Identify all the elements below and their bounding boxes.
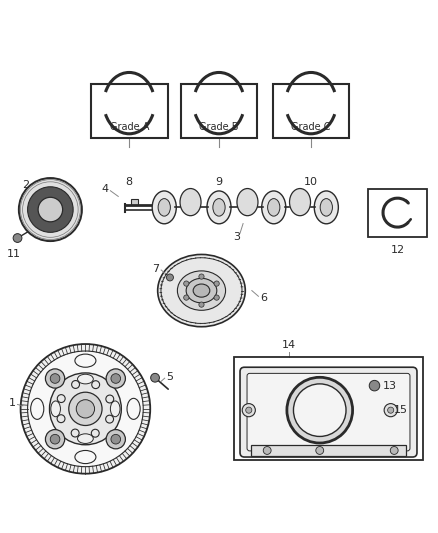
Bar	[368, 189, 427, 237]
Circle shape	[384, 403, 397, 417]
Circle shape	[111, 374, 120, 383]
Circle shape	[151, 374, 159, 382]
Text: Grade B: Grade B	[199, 122, 239, 132]
Ellipse shape	[193, 284, 210, 297]
Text: 15: 15	[394, 405, 408, 415]
Text: 14: 14	[282, 340, 296, 350]
Circle shape	[242, 403, 255, 417]
Ellipse shape	[261, 191, 286, 224]
FancyBboxPatch shape	[240, 367, 417, 457]
Ellipse shape	[75, 450, 96, 464]
Bar	[234, 357, 423, 460]
Circle shape	[46, 369, 65, 388]
Text: 8: 8	[126, 177, 133, 187]
Ellipse shape	[180, 189, 201, 216]
Ellipse shape	[213, 199, 225, 216]
Ellipse shape	[158, 254, 245, 327]
Circle shape	[166, 274, 173, 281]
Circle shape	[316, 447, 324, 455]
Ellipse shape	[237, 189, 258, 216]
Circle shape	[76, 400, 95, 418]
Text: Grade C: Grade C	[291, 122, 331, 132]
Circle shape	[106, 430, 125, 449]
Ellipse shape	[51, 401, 60, 417]
Circle shape	[49, 373, 121, 445]
Circle shape	[214, 295, 219, 300]
Bar	[180, 84, 257, 139]
Ellipse shape	[152, 191, 176, 224]
Circle shape	[69, 392, 102, 425]
Bar	[91, 84, 167, 139]
Circle shape	[46, 430, 65, 449]
Circle shape	[214, 281, 219, 286]
Ellipse shape	[78, 434, 93, 443]
Text: 4: 4	[102, 184, 109, 194]
Ellipse shape	[78, 374, 93, 384]
Ellipse shape	[314, 191, 338, 224]
Circle shape	[263, 447, 271, 455]
Circle shape	[21, 344, 150, 474]
Text: 9: 9	[215, 177, 223, 187]
Circle shape	[28, 351, 143, 467]
Circle shape	[19, 178, 82, 241]
Circle shape	[390, 447, 398, 455]
Circle shape	[184, 295, 189, 300]
Circle shape	[50, 374, 60, 383]
Circle shape	[50, 434, 60, 444]
Circle shape	[369, 381, 380, 391]
FancyBboxPatch shape	[247, 374, 410, 451]
Ellipse shape	[110, 401, 120, 417]
Ellipse shape	[31, 398, 44, 419]
Ellipse shape	[186, 278, 217, 303]
Bar	[251, 445, 406, 456]
Ellipse shape	[75, 354, 96, 367]
Circle shape	[199, 274, 204, 279]
Ellipse shape	[158, 199, 170, 216]
Text: Grade A: Grade A	[110, 122, 149, 132]
Circle shape	[199, 302, 204, 307]
Bar	[272, 84, 349, 139]
Bar	[131, 199, 138, 205]
Text: 2: 2	[22, 181, 29, 190]
Text: 7: 7	[152, 264, 159, 273]
Ellipse shape	[290, 189, 311, 216]
Text: 6: 6	[260, 293, 267, 303]
Circle shape	[184, 281, 189, 286]
Ellipse shape	[320, 199, 332, 216]
Circle shape	[13, 233, 22, 243]
Text: 1: 1	[9, 398, 16, 408]
Ellipse shape	[177, 271, 226, 310]
Circle shape	[106, 369, 125, 388]
Ellipse shape	[207, 191, 231, 224]
Circle shape	[246, 407, 252, 413]
Text: 13: 13	[382, 381, 396, 391]
Ellipse shape	[127, 398, 140, 419]
Text: 12: 12	[390, 245, 405, 255]
Circle shape	[28, 187, 73, 232]
Circle shape	[38, 197, 63, 222]
Circle shape	[388, 407, 394, 413]
Wedge shape	[287, 377, 353, 443]
Ellipse shape	[268, 199, 280, 216]
Text: 5: 5	[166, 372, 173, 382]
Circle shape	[111, 434, 120, 444]
Text: 10: 10	[304, 177, 318, 187]
Text: 11: 11	[7, 249, 21, 259]
Text: 3: 3	[233, 232, 240, 242]
